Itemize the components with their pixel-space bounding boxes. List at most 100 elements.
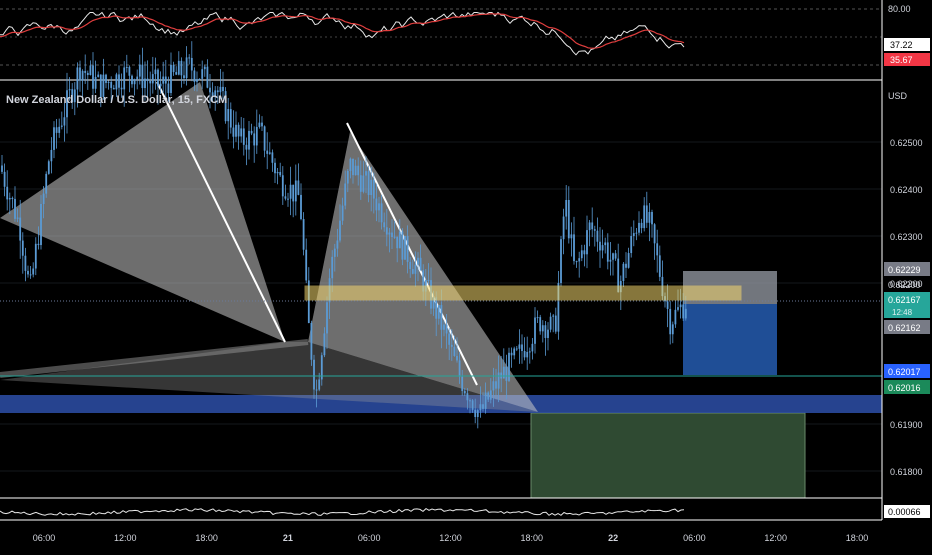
candle-body — [131, 75, 133, 85]
price-tick-label: 0.61800 — [890, 467, 923, 477]
rsi-value-bg — [884, 38, 930, 51]
rsi-value-bg — [884, 53, 930, 66]
candle-body — [482, 404, 484, 409]
candle-body — [115, 74, 118, 90]
candle-body — [411, 268, 414, 274]
candle-body — [248, 130, 250, 150]
candle-body — [409, 261, 412, 269]
candle-body — [229, 109, 232, 128]
candle-body — [183, 75, 185, 79]
candle-body — [274, 162, 276, 174]
candle-body — [578, 258, 581, 262]
candle-body — [37, 243, 40, 246]
candle-body — [232, 127, 235, 137]
candle-body — [383, 222, 386, 228]
candle-body — [55, 127, 58, 133]
candle-body — [658, 255, 661, 277]
bottom-indicator-line — [0, 507, 685, 516]
candle-body — [310, 322, 313, 360]
candle-body — [604, 242, 607, 246]
candle-body — [159, 83, 162, 87]
candle-body — [8, 197, 11, 200]
bottom-ind-bg — [884, 505, 930, 518]
candle-body — [677, 307, 679, 310]
price-label: 0.62016 — [888, 383, 921, 393]
candle-body — [666, 301, 669, 309]
harmonic-triangle-xab — [0, 82, 285, 342]
candle-body — [326, 302, 328, 334]
candle-body — [357, 165, 360, 176]
candle-body — [11, 197, 14, 199]
candle-body — [302, 219, 305, 250]
candle-body — [448, 333, 451, 345]
candle-body — [263, 126, 266, 151]
candle-body — [534, 317, 536, 344]
candle-body — [3, 171, 6, 187]
time-tick-label: 12:00 — [439, 533, 462, 543]
candle-body — [81, 70, 84, 81]
price-axis[interactable]: USD 0.62500 0.62400 0.62300 0.62200 0.61900 0… — [888, 91, 923, 477]
candle-body — [133, 79, 136, 85]
candle-body — [315, 389, 318, 391]
candle-body — [588, 222, 591, 231]
candle-body — [518, 344, 521, 349]
candle-body — [305, 249, 308, 281]
candle-body — [118, 74, 120, 88]
price-tick-label: 0.62200 — [890, 279, 923, 289]
candle-body — [385, 227, 388, 235]
blue-zone — [0, 395, 882, 413]
candle-body — [94, 76, 97, 89]
candle-body — [222, 86, 224, 92]
candle-body — [188, 57, 191, 59]
candle-body — [279, 172, 282, 176]
candle-body — [536, 317, 539, 319]
candle-body — [149, 80, 152, 84]
candle-body — [640, 222, 643, 229]
candle-body — [526, 351, 529, 358]
candle-body — [157, 69, 159, 87]
candle-body — [471, 400, 474, 410]
rsi-pane[interactable] — [0, 8, 882, 66]
candle-body — [339, 220, 341, 241]
candle-body — [58, 126, 61, 133]
harmonic-pattern[interactable] — [0, 81, 538, 412]
candle-body — [185, 57, 188, 79]
candle-body — [560, 239, 562, 284]
candle-body — [508, 352, 510, 381]
price-label-bg — [884, 380, 930, 394]
candle-body — [630, 235, 633, 254]
candle-body — [583, 250, 586, 255]
candle-body — [596, 230, 599, 242]
candle-body — [120, 87, 123, 90]
candle-body — [531, 343, 534, 352]
candle-body — [627, 253, 630, 268]
candle-body — [68, 89, 71, 91]
candle-body — [510, 352, 513, 356]
candle-body — [34, 243, 37, 269]
time-tick-label: 06:00 — [358, 533, 381, 543]
time-axis[interactable]: 06:00 12:00 18:00 21 06:00 12:00 18:00 22 06:00 1… — [33, 533, 869, 543]
candle-body — [245, 144, 248, 150]
chart-title: New Zealand Dollar / U.S. Dollar, 15, FX… — [6, 94, 227, 106]
candle-body — [539, 317, 542, 332]
candle-body — [84, 70, 87, 73]
candle-body — [172, 64, 175, 73]
candle-body — [318, 379, 321, 390]
candle-body — [684, 308, 687, 319]
price-tick-label: 0.61900 — [890, 420, 923, 430]
candle-body — [458, 360, 461, 377]
candle-body — [289, 184, 292, 199]
candle-body — [341, 205, 344, 221]
candle-body — [378, 203, 380, 211]
candle-body — [476, 410, 479, 418]
candle-body — [656, 243, 659, 256]
candle-body — [437, 305, 440, 319]
candle-body — [635, 232, 638, 234]
candle-body — [580, 250, 583, 259]
candle-body — [638, 222, 640, 233]
candle-body — [21, 240, 24, 256]
candle-body — [276, 172, 279, 174]
candle-body — [557, 283, 560, 332]
